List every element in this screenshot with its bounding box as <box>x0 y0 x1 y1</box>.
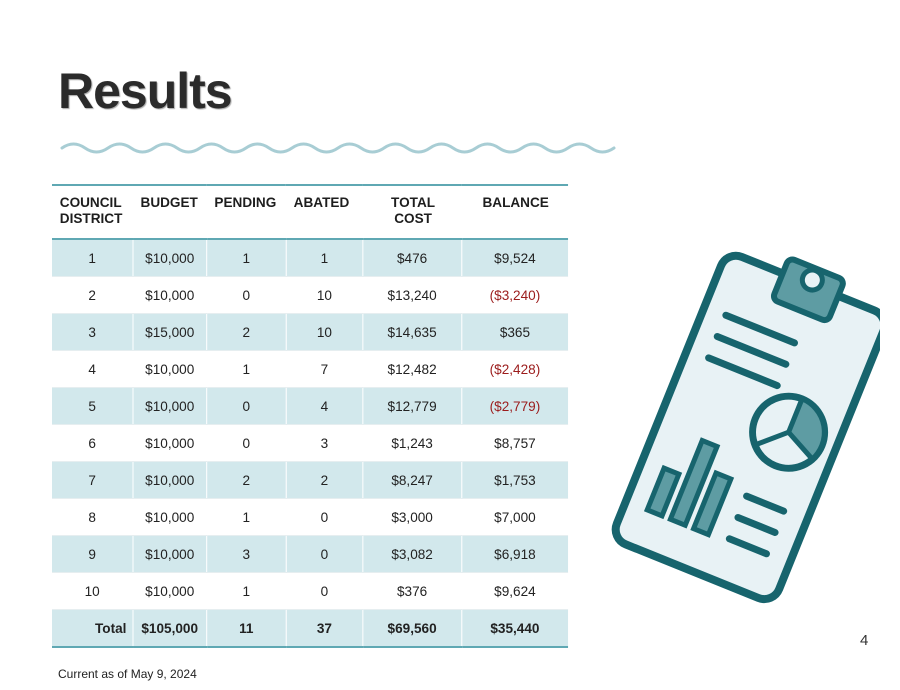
header-total-cost: TOTAL COST <box>362 184 462 240</box>
cell-pending: 2 <box>206 313 286 351</box>
total-budget: $105,000 <box>132 609 207 648</box>
header-budget: BUDGET <box>132 184 207 240</box>
cell-total-cost: $12,779 <box>362 387 462 425</box>
table-row: 6 $10,000 0 3 $1,243 $8,757 <box>52 424 569 462</box>
header-abated: ABATED <box>285 184 363 240</box>
page-number: 4 <box>860 632 869 649</box>
clipboard-report-icon <box>611 251 880 604</box>
cell-balance: $1,753 <box>460 461 569 499</box>
cell-total-cost: $1,243 <box>362 424 462 462</box>
total-abated: 37 <box>285 609 363 648</box>
cell-district: 1 <box>52 239 133 277</box>
cell-district: 5 <box>52 387 133 425</box>
cell-pending: 0 <box>206 424 286 462</box>
cell-pending: 1 <box>206 572 286 610</box>
cell-total-cost: $376 <box>362 572 462 610</box>
cell-district: 3 <box>52 313 133 351</box>
cell-budget: $10,000 <box>132 387 207 425</box>
cell-balance: $9,624 <box>460 572 569 610</box>
total-pending: 11 <box>206 609 286 648</box>
table-row: 8 $10,000 1 0 $3,000 $7,000 <box>52 498 569 536</box>
cell-budget: $15,000 <box>132 313 207 351</box>
cell-budget: $10,000 <box>132 239 207 277</box>
cell-pending: 0 <box>206 387 286 425</box>
cell-budget: $10,000 <box>132 424 207 462</box>
cell-balance: ($2,779) <box>460 387 569 425</box>
cell-district: 4 <box>52 350 133 388</box>
cell-total-cost: $8,247 <box>362 461 462 499</box>
cell-budget: $10,000 <box>132 276 207 314</box>
cell-district: 6 <box>52 424 133 462</box>
header-pending: PENDING <box>206 184 286 240</box>
cell-district: 7 <box>52 461 133 499</box>
total-balance: $35,440 <box>460 609 569 648</box>
cell-pending: 2 <box>206 461 286 499</box>
cell-pending: 1 <box>206 239 286 277</box>
cell-budget: $10,000 <box>132 498 207 536</box>
table-row: 3 $15,000 2 10 $14,635 $365 <box>52 313 569 351</box>
cell-pending: 1 <box>206 350 286 388</box>
cell-pending: 0 <box>206 276 286 314</box>
table-row: 1 $10,000 1 1 $476 $9,524 <box>52 239 569 277</box>
cell-balance: $8,757 <box>460 424 569 462</box>
cell-abated: 4 <box>285 387 363 425</box>
table-row: 2 $10,000 0 10 $13,240 ($3,240) <box>52 276 569 314</box>
cell-abated: 0 <box>285 498 363 536</box>
table-row: 10 $10,000 1 0 $376 $9,624 <box>52 572 569 610</box>
header-balance: BALANCE <box>461 184 569 240</box>
cell-total-cost: $476 <box>362 239 462 277</box>
cell-pending: 1 <box>206 498 286 536</box>
cell-abated: 1 <box>285 239 363 277</box>
slide-title: Results <box>58 63 233 119</box>
table-row: 9 $10,000 3 0 $3,082 $6,918 <box>52 535 569 573</box>
cell-abated: 3 <box>285 424 363 462</box>
cell-total-cost: $3,082 <box>362 535 462 573</box>
cell-district: 8 <box>52 498 133 536</box>
cell-district: 9 <box>52 535 133 573</box>
cell-balance: $6,918 <box>460 535 569 573</box>
cell-abated: 7 <box>285 350 363 388</box>
cell-total-cost: $12,482 <box>362 350 462 388</box>
table-row: 4 $10,000 1 7 $12,482 ($2,428) <box>52 350 569 388</box>
cell-balance: ($3,240) <box>460 276 569 314</box>
cell-balance: $9,524 <box>460 239 569 277</box>
cell-total-cost: $3,000 <box>362 498 462 536</box>
results-table: COUNCIL DISTRICT BUDGET PENDING ABATED T… <box>52 184 569 648</box>
table-row: 7 $10,000 2 2 $8,247 $1,753 <box>52 461 569 499</box>
wave-divider <box>60 142 616 154</box>
cell-balance: $365 <box>460 313 569 351</box>
footnote: Current as of May 9, 2024 <box>58 667 197 681</box>
cell-total-cost: $13,240 <box>362 276 462 314</box>
cell-budget: $10,000 <box>132 461 207 499</box>
table-row: 5 $10,000 0 4 $12,779 ($2,779) <box>52 387 569 425</box>
cell-total-cost: $14,635 <box>362 313 462 351</box>
cell-abated: 0 <box>285 535 363 573</box>
header-council-district: COUNCIL DISTRICT <box>52 184 133 240</box>
total-row: Total $105,000 11 37 $69,560 $35,440 <box>52 609 569 648</box>
cell-abated: 0 <box>285 572 363 610</box>
cell-budget: $10,000 <box>132 535 207 573</box>
cell-pending: 3 <box>206 535 286 573</box>
total-total-cost: $69,560 <box>362 609 462 648</box>
cell-district: 2 <box>52 276 133 314</box>
total-label: Total <box>52 609 133 648</box>
cell-budget: $10,000 <box>132 350 207 388</box>
cell-abated: 2 <box>285 461 363 499</box>
cell-balance: $7,000 <box>460 498 569 536</box>
cell-district: 10 <box>52 572 133 610</box>
cell-abated: 10 <box>285 313 363 351</box>
table-header-row: COUNCIL DISTRICT BUDGET PENDING ABATED T… <box>52 184 569 240</box>
cell-balance: ($2,428) <box>460 350 569 388</box>
cell-budget: $10,000 <box>132 572 207 610</box>
cell-abated: 10 <box>285 276 363 314</box>
